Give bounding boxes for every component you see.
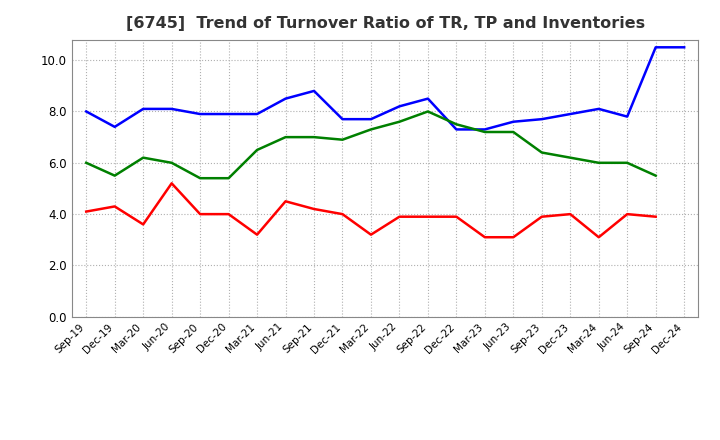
Trade Receivables xyxy=(480,235,489,240)
Inventories xyxy=(537,150,546,155)
Inventories xyxy=(423,109,432,114)
Inventories xyxy=(595,160,603,165)
Trade Payables xyxy=(310,88,318,94)
Inventories xyxy=(623,160,631,165)
Trade Receivables xyxy=(395,214,404,219)
Trade Receivables xyxy=(253,232,261,237)
Inventories xyxy=(366,127,375,132)
Trade Receivables xyxy=(110,204,119,209)
Line: Inventories: Inventories xyxy=(86,111,656,178)
Trade Receivables xyxy=(566,212,575,217)
Trade Payables xyxy=(680,44,688,50)
Inventories xyxy=(452,121,461,127)
Inventories xyxy=(395,119,404,125)
Trade Receivables xyxy=(282,198,290,204)
Trade Payables xyxy=(225,111,233,117)
Inventories xyxy=(82,160,91,165)
Title: [6745]  Trend of Turnover Ratio of TR, TP and Inventories: [6745] Trend of Turnover Ratio of TR, TP… xyxy=(125,16,645,32)
Inventories xyxy=(196,176,204,181)
Trade Receivables xyxy=(225,212,233,217)
Trade Receivables xyxy=(196,212,204,217)
Trade Payables xyxy=(139,106,148,111)
Inventories xyxy=(310,135,318,140)
Trade Receivables xyxy=(82,209,91,214)
Trade Receivables xyxy=(537,214,546,219)
Trade Payables xyxy=(595,106,603,111)
Trade Payables xyxy=(537,117,546,122)
Trade Payables xyxy=(196,111,204,117)
Line: Trade Receivables: Trade Receivables xyxy=(86,183,656,237)
Trade Receivables xyxy=(423,214,432,219)
Trade Receivables xyxy=(366,232,375,237)
Trade Receivables xyxy=(167,181,176,186)
Inventories xyxy=(566,155,575,160)
Trade Payables xyxy=(395,104,404,109)
Trade Payables xyxy=(423,96,432,101)
Trade Receivables xyxy=(509,235,518,240)
Trade Payables xyxy=(480,127,489,132)
Line: Trade Payables: Trade Payables xyxy=(86,47,684,129)
Trade Receivables xyxy=(310,206,318,212)
Inventories xyxy=(338,137,347,142)
Inventories xyxy=(282,135,290,140)
Trade Payables xyxy=(366,117,375,122)
Trade Payables xyxy=(82,109,91,114)
Trade Payables xyxy=(566,111,575,117)
Trade Payables xyxy=(623,114,631,119)
Inventories xyxy=(139,155,148,160)
Trade Payables xyxy=(338,117,347,122)
Inventories xyxy=(509,129,518,135)
Trade Receivables xyxy=(595,235,603,240)
Inventories xyxy=(652,173,660,178)
Inventories xyxy=(225,176,233,181)
Inventories xyxy=(167,160,176,165)
Trade Receivables xyxy=(139,222,148,227)
Trade Payables xyxy=(282,96,290,101)
Trade Payables xyxy=(452,127,461,132)
Trade Payables xyxy=(110,124,119,129)
Trade Payables xyxy=(509,119,518,125)
Trade Payables xyxy=(167,106,176,111)
Inventories xyxy=(253,147,261,153)
Trade Payables xyxy=(253,111,261,117)
Inventories xyxy=(480,129,489,135)
Trade Payables xyxy=(652,44,660,50)
Trade Receivables xyxy=(652,214,660,219)
Inventories xyxy=(110,173,119,178)
Trade Receivables xyxy=(452,214,461,219)
Trade Receivables xyxy=(623,212,631,217)
Trade Receivables xyxy=(338,212,347,217)
